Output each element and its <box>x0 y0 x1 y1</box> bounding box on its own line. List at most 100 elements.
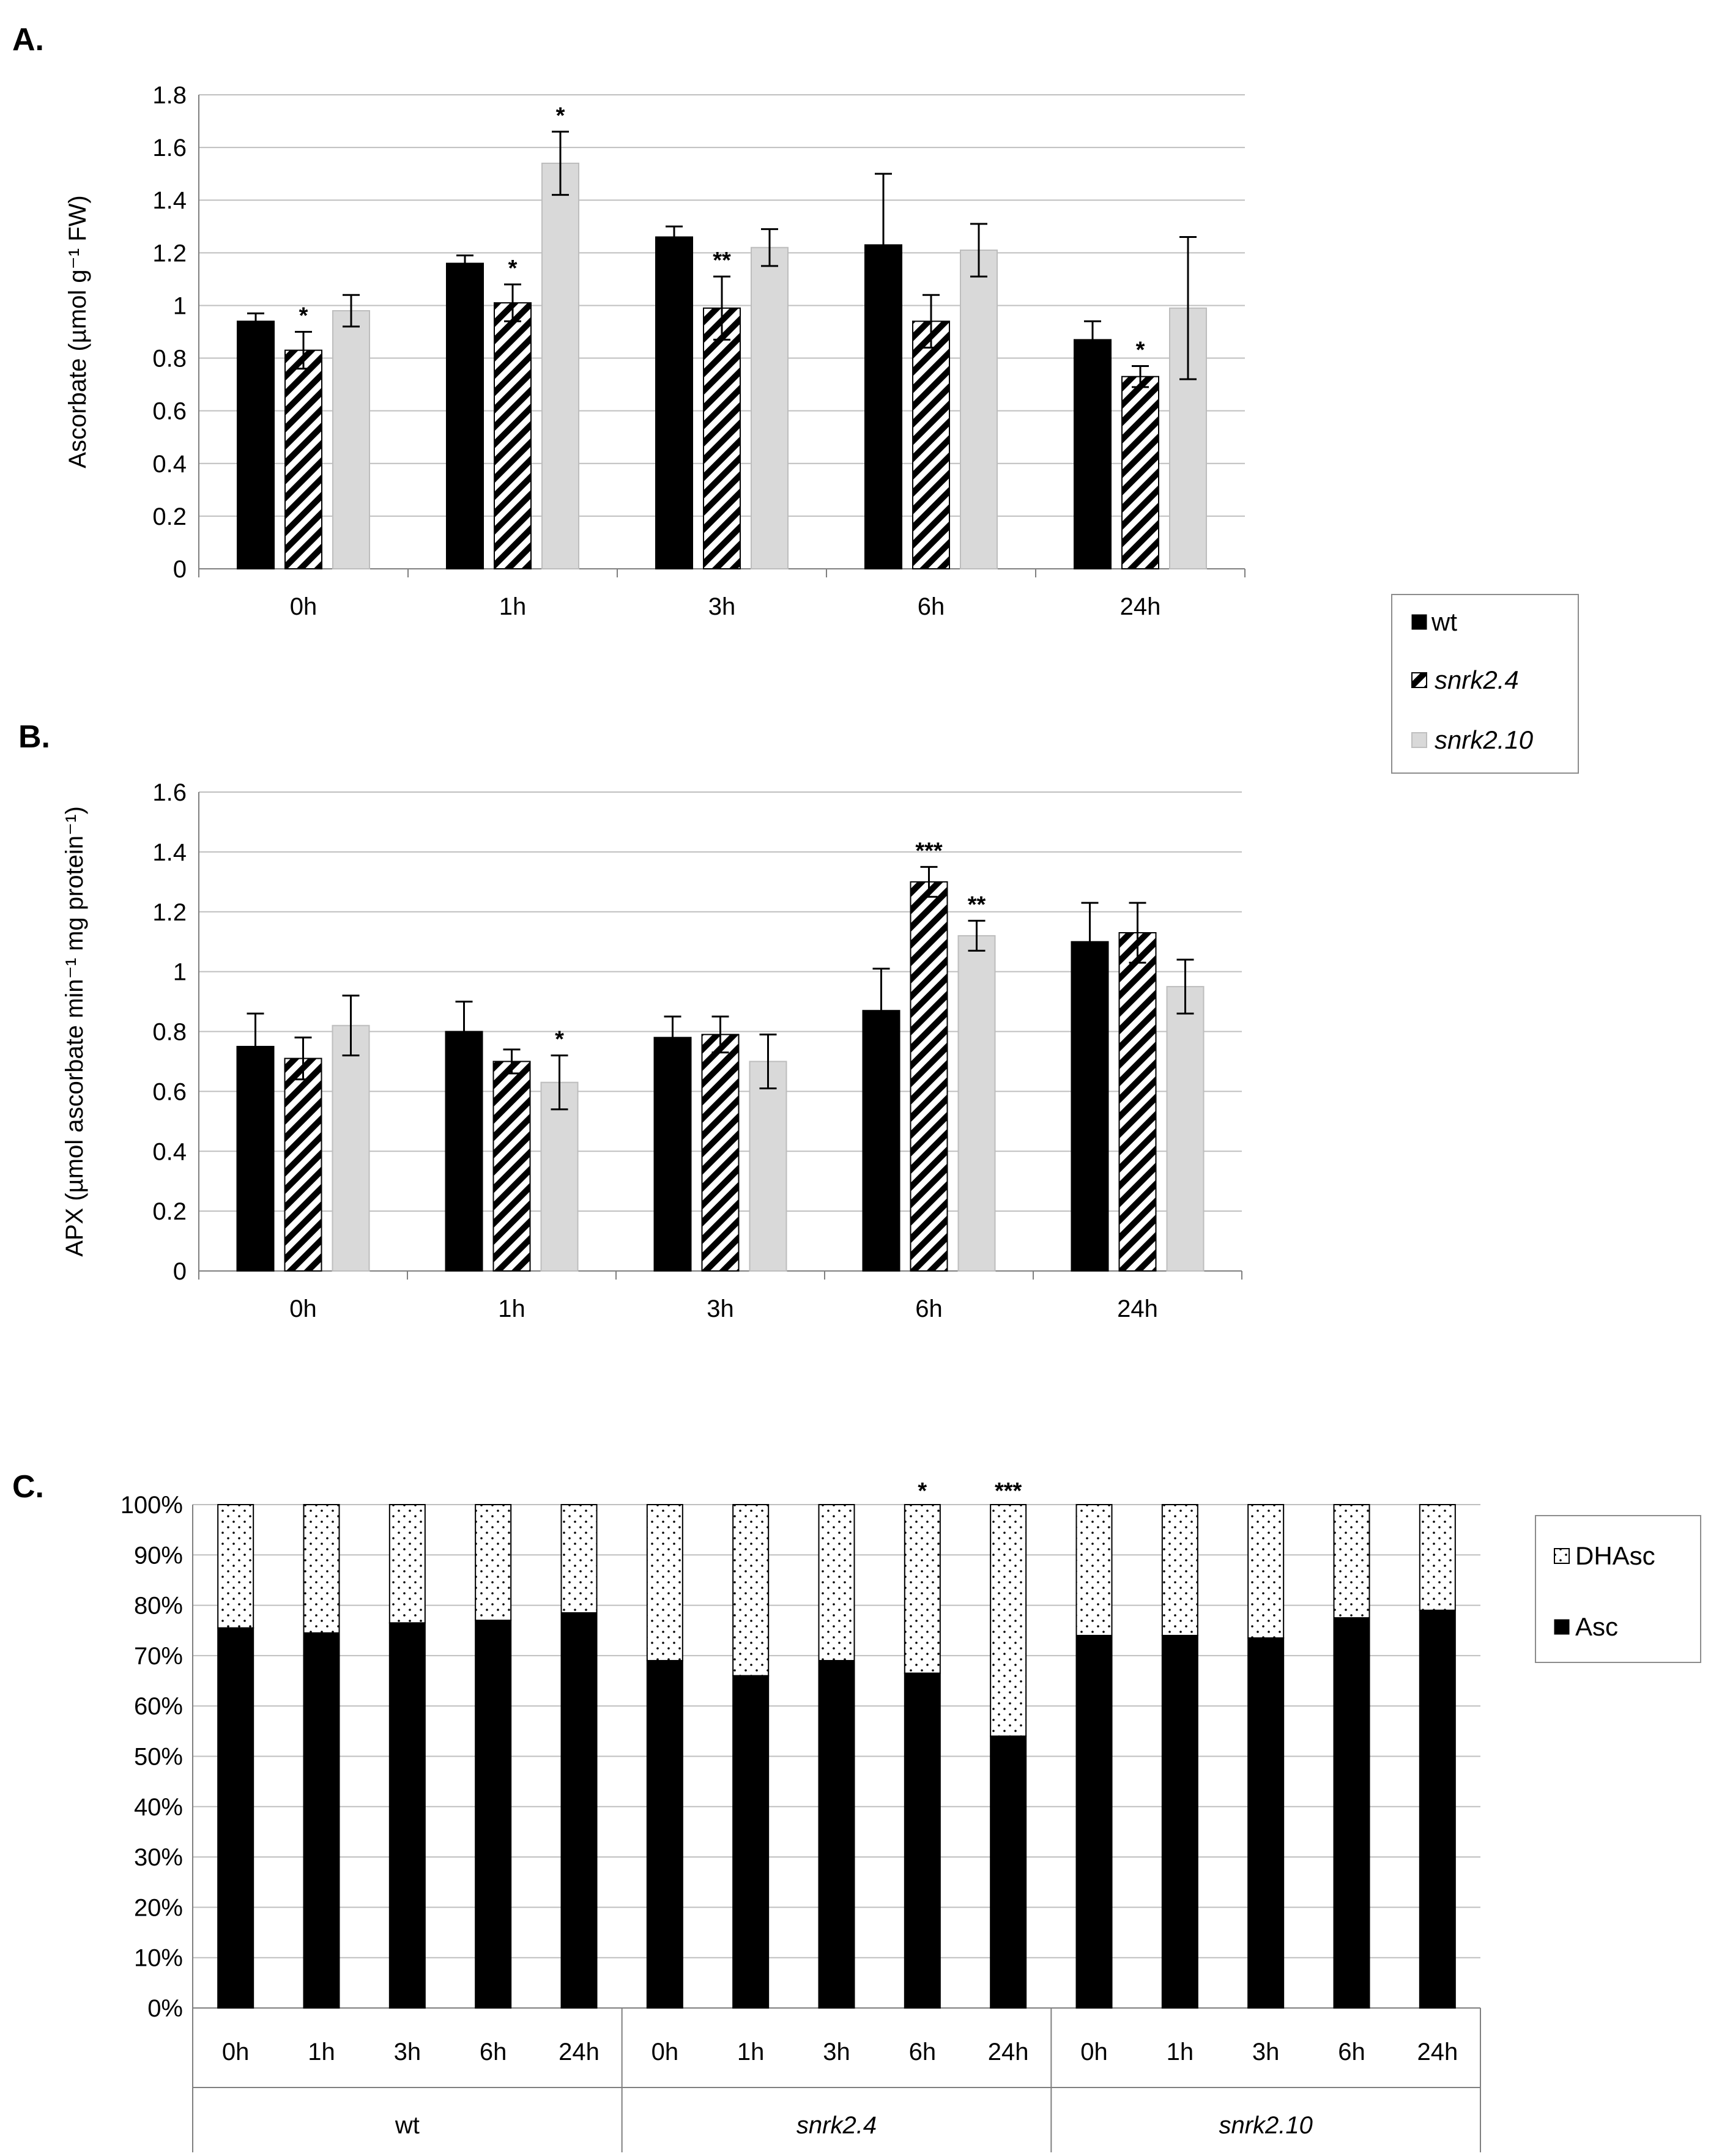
chart-b-bar-snrk24 <box>701 1034 740 1272</box>
chart-a-x-tick-label: 0h <box>290 593 317 620</box>
chart-c-x-tick-label: 6h <box>909 2039 937 2065</box>
chart-a-y-tick-label: 0 <box>173 556 187 583</box>
chart-c-significance-mark: *** <box>995 1478 1022 1504</box>
chart-b-significance-mark: ** <box>968 892 986 917</box>
chart-c-group-label: snrk2.4 <box>796 2112 877 2139</box>
chart-c-y-tick-label: 0% <box>147 1995 183 2022</box>
chart-b-y-tick-label: 0.6 <box>152 1078 187 1105</box>
legend-swatch-snrk210 <box>1411 732 1427 748</box>
chart-b-y-tick-label: 0.4 <box>152 1138 187 1165</box>
legend-label-snrk24: snrk2.4 <box>1435 665 1519 694</box>
chart-c-y-tick-label: 80% <box>134 1593 183 1620</box>
legend-label-dhasc: DHAsc <box>1575 1541 1655 1570</box>
chart-b-y-tick-label: 0.8 <box>152 1019 187 1046</box>
chart-c-bar-dhasc <box>303 1504 340 1634</box>
chart-c-y-tick-label: 50% <box>134 1744 183 1771</box>
chart-b-bar-snrk24 <box>1118 932 1157 1272</box>
chart-c-y-tick-label: 100% <box>121 1492 183 1519</box>
chart-c-bar-dhasc <box>904 1504 941 1674</box>
chart-b-x-tick-label: 6h <box>915 1295 943 1322</box>
chart-c-y-tick-label: 10% <box>134 1945 183 1972</box>
chart-c-y-tick-label: 30% <box>134 1844 183 1871</box>
chart-c-bar-asc <box>1247 1637 1285 2009</box>
chart-b-bar-snrk210 <box>540 1081 579 1272</box>
chart-b-bar-wt <box>1071 941 1109 1272</box>
legend-genotypes: wt snrk2.4 snrk2.10 <box>1391 594 1579 774</box>
chart-c-significance-mark: * <box>918 1478 927 1504</box>
panel-label-b: B. <box>18 719 50 755</box>
chart-c-x-tick-label: 1h <box>737 2039 765 2065</box>
chart-c-bar-asc <box>1333 1617 1370 2009</box>
chart-a-y-tick-label: 1.2 <box>152 240 187 267</box>
chart-a-y-tick-label: 0.4 <box>152 451 187 478</box>
chart-a-x-tick-label: 3h <box>708 593 736 620</box>
chart-c-bar-asc <box>1161 1634 1198 2009</box>
chart-c-bar-dhasc <box>1161 1504 1198 1636</box>
chart-c-y-tick-label: 20% <box>134 1894 183 1921</box>
chart-b-bar-snrk210 <box>1166 986 1205 1272</box>
chart-b-y-tick-label: 1.6 <box>152 779 187 806</box>
legend-label-wt: wt <box>1431 607 1457 636</box>
chart-b-bar-snrk210 <box>749 1061 787 1272</box>
legend-label-asc: Asc <box>1575 1612 1618 1641</box>
chart-b-significance-mark: * <box>555 1027 564 1053</box>
chart-c-x-tick-label: 6h <box>480 2039 507 2065</box>
chart-c-bar-asc <box>303 1632 340 2009</box>
legend-swatch-asc <box>1554 1619 1570 1635</box>
chart-a-y-tick-label: 1.6 <box>152 135 187 161</box>
chart-a-x-tick-label: 6h <box>918 593 945 620</box>
chart-b-y-tick-label: 0.2 <box>152 1198 187 1225</box>
chart-c-bar-dhasc <box>1247 1504 1285 1639</box>
chart-b-bar-snrk210 <box>332 1024 370 1272</box>
chart-c-bar-dhasc <box>1419 1504 1456 1611</box>
legend-swatch-snrk24 <box>1411 672 1427 688</box>
chart-c-bar-dhasc <box>1075 1504 1113 1636</box>
chart-b-bar-wt <box>445 1031 483 1272</box>
chart-a-bar-wt <box>655 236 693 569</box>
chart-c-x-tick-label: 3h <box>1252 2039 1280 2065</box>
chart-c-y-tick-label: 90% <box>134 1542 183 1569</box>
chart-c-x-tick-label: 0h <box>222 2039 250 2065</box>
chart-b-bar-wt <box>653 1037 692 1272</box>
chart-c-y-tick-label: 70% <box>134 1643 183 1670</box>
chart-b-x-tick-label: 24h <box>1117 1295 1158 1322</box>
chart-a-bar-snrk24 <box>494 302 532 569</box>
chart-b-y-tick-label: 1.2 <box>152 899 187 926</box>
chart-c-bar-asc <box>560 1612 598 2009</box>
legend-swatch-wt <box>1411 614 1427 630</box>
chart-c-bar-asc <box>1419 1609 1456 2009</box>
chart-a-significance-mark: * <box>1136 337 1145 363</box>
chart-c-group-label: wt <box>395 2112 420 2139</box>
chart-b-apx: 00.20.40.60.811.21.41.60h 1h*3h 6h*****24h… <box>61 779 1242 1322</box>
chart-c-group-label: snrk2.10 <box>1219 2112 1312 2139</box>
chart-c-x-tick-label: 24h <box>988 2039 1029 2065</box>
chart-c-bar-asc <box>990 1735 1027 2009</box>
chart-b-y-tick-label: 1.4 <box>152 839 187 866</box>
chart-b-x-tick-label: 3h <box>707 1295 734 1322</box>
chart-c-x-tick-label: 6h <box>1338 2039 1365 2065</box>
chart-c-bar-dhasc <box>990 1504 1027 1737</box>
chart-c-bar-asc <box>475 1620 512 2009</box>
chart-a-significance-mark: * <box>508 256 518 281</box>
chart-c-x-tick-label: 3h <box>394 2039 421 2065</box>
chart-c-y-tick-label: 40% <box>134 1794 183 1821</box>
chart-a-y-tick-label: 0.2 <box>152 503 187 530</box>
chart-c-bar-dhasc <box>560 1504 598 1613</box>
chart-c-bar-dhasc <box>732 1504 770 1676</box>
chart-a-y-tick-label: 0.6 <box>152 398 187 425</box>
chart-c-bar-asc <box>217 1627 254 2009</box>
chart-a-bar-snrk24 <box>284 349 322 570</box>
panel-label-c: C. <box>12 1469 44 1505</box>
chart-a-bar-snrk210 <box>541 162 579 569</box>
chart-c-bar-asc <box>1075 1634 1113 2009</box>
legend-swatch-dhasc <box>1554 1548 1570 1564</box>
chart-a-y-tick-label: 1 <box>173 292 187 319</box>
chart-b-bar-snrk24 <box>910 881 948 1272</box>
chart-b-significance-mark: *** <box>915 838 943 864</box>
panel-label-a: A. <box>12 22 44 57</box>
chart-b-bar-snrk210 <box>957 935 996 1272</box>
chart-b-bar-wt <box>236 1045 275 1272</box>
chart-c-bar-asc <box>646 1660 683 2009</box>
chart-a-y-tick-label: 1.4 <box>152 187 187 214</box>
chart-c-x-tick-label: 3h <box>823 2039 850 2065</box>
